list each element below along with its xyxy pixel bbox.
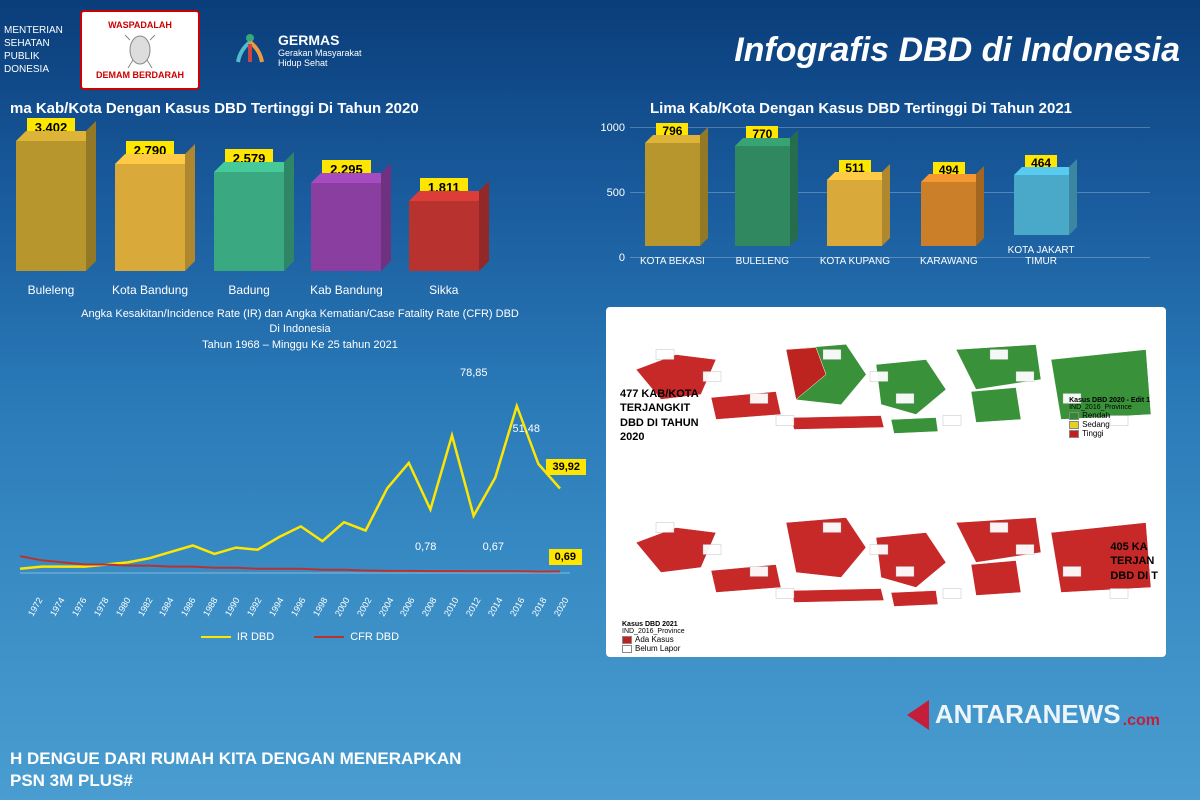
header: MENTERIANSEHATANPUBLIKDONESIA WASPADALAH… [0, 0, 1200, 100]
bar-2021-0: 796KOTA BEKASI [640, 123, 705, 267]
callout-cfr: 0,69 [549, 549, 582, 565]
bar-2020-1: 2.790Kota Bandung [112, 141, 188, 297]
lc-l3: Tahun 1968 – Minggu Ke 25 tahun 2021 [202, 339, 398, 351]
lower-row: Angka Kesakitan/Incidence Rate (IR) dan … [0, 297, 1200, 657]
legend-ir-label: IR DBD [237, 631, 274, 643]
charts-row: ma Kab/Kota Dengan Kasus DBD Tertinggi D… [0, 100, 1200, 297]
bar-2020-3: 2.295Kab Bandung [310, 160, 383, 297]
legend-cfr-label: CFR DBD [350, 631, 399, 643]
xlabels: 1972197419761978198019821984198619881990… [20, 613, 570, 623]
watermark-triangle-icon [907, 700, 929, 730]
lc-l2: Di Indonesia [269, 323, 330, 335]
lc-l1: Angka Kesakitan/Incidence Rate (IR) dan … [81, 308, 519, 320]
map-2020: 477 KAB/KOTATERJANGKITDBD DI TAHUN2020 K… [616, 317, 1156, 482]
line-legend: IR DBD CFR DBD [10, 631, 590, 643]
annot-peak: 78,85 [460, 367, 488, 379]
watermark-suffix: .com [1123, 712, 1160, 730]
germas-icon [230, 30, 270, 70]
bar-2020-4: 1.811Sikka [409, 178, 479, 297]
map2-legend-sub: IND_2016_Province [622, 628, 685, 635]
watermark: ANTARANEWS .com [907, 699, 1160, 730]
legend-cfr-swatch [314, 636, 344, 638]
map2-legend-title: Kasus DBD 2021 [622, 621, 685, 628]
linechart: 78,85 51,48 0,78 0,67 39,92 0,69 1972197… [10, 363, 580, 603]
legend-ir-swatch [201, 636, 231, 638]
map2-svg [616, 490, 1156, 655]
legend-cfr: CFR DBD [314, 631, 399, 643]
annot-cfrmid: 0,78 [415, 541, 436, 553]
map2-label: 405 KATERJANDBD DI T [1110, 540, 1158, 583]
watermark-text: ANTARANEWS [935, 699, 1121, 730]
chart-2021-title: Lima Kab/Kota Dengan Kasus DBD Tertinggi… [590, 100, 1160, 117]
linechart-svg [10, 363, 580, 603]
linechart-title: Angka Kesakitan/Incidence Rate (IR) dan … [10, 307, 590, 353]
waspadalah-top: WASPADALAH [108, 20, 172, 30]
bar-2021-1: 770BULELENG [735, 126, 790, 267]
bar-2020-2: 2.579Badung [214, 149, 284, 297]
chart-2020-title: ma Kab/Kota Dengan Kasus DBD Tertinggi D… [10, 100, 570, 117]
map-2021: 405 KATERJANDBD DI T Kasus DBD 2021 IND_… [616, 490, 1156, 655]
legend-ir: IR DBD [201, 631, 274, 643]
waspadalah-logo: WASPADALAH DEMAM BERDARAH [80, 10, 200, 90]
main-title: Infografis DBD di Indonesia [734, 31, 1180, 70]
germas-title: GERMAS [278, 32, 362, 48]
map2-legend: Kasus DBD 2021 IND_2016_Province Ada Kas… [622, 621, 685, 653]
chart-2020: ma Kab/Kota Dengan Kasus DBD Tertinggi D… [10, 100, 570, 297]
maps-panel: 477 KAB/KOTATERJANGKITDBD DI TAHUN2020 K… [606, 307, 1166, 657]
footer-message: H DENGUE DARI RUMAH KITA DENGAN MENERAPK… [10, 748, 461, 792]
map1-legend: Kasus DBD 2020 - Edit 1 IND_2016_Provinc… [1069, 397, 1150, 438]
germas-logo: GERMAS Gerakan MasyarakatHidup Sehat [230, 30, 362, 70]
bar-2021-3: 494KARAWANG [920, 162, 978, 267]
waspadalah-bottom: DEMAM BERDARAH [96, 70, 184, 80]
bar-2021-4: 464KOTA JAKARTTIMUR [1008, 155, 1075, 267]
map1-label: 477 KAB/KOTATERJANGKITDBD DI TAHUN2020 [620, 387, 699, 444]
bars-2021-wrap: 05001000 796KOTA BEKASI770BULELENG511KOT… [590, 127, 1160, 297]
map1-legend-sub: IND_2016_Province [1069, 404, 1150, 411]
bar-2020-0: 3.402Buleleng [16, 118, 86, 297]
map1-legend-title: Kasus DBD 2020 - Edit 1 [1069, 397, 1150, 404]
chart-2021: Lima Kab/Kota Dengan Kasus DBD Tertinggi… [590, 100, 1160, 297]
annot-cfrend: 0,67 [483, 541, 504, 553]
bar-2021-2: 511KOTA KUPANG [820, 160, 890, 267]
germas-sub: Gerakan MasyarakatHidup Sehat [278, 48, 362, 68]
annot-lasttop: 51,48 [512, 423, 540, 435]
callout-ir: 39,92 [546, 459, 586, 475]
bars-2020: 3.402Buleleng2.790Kota Bandung2.579Badun… [10, 127, 570, 297]
ministry-label: MENTERIANSEHATANPUBLIKDONESIA [0, 24, 70, 76]
linechart-panel: Angka Kesakitan/Incidence Rate (IR) dan … [10, 307, 590, 657]
bars-2021: 796KOTA BEKASI770BULELENG511KOTA KUPANG4… [590, 127, 1160, 267]
